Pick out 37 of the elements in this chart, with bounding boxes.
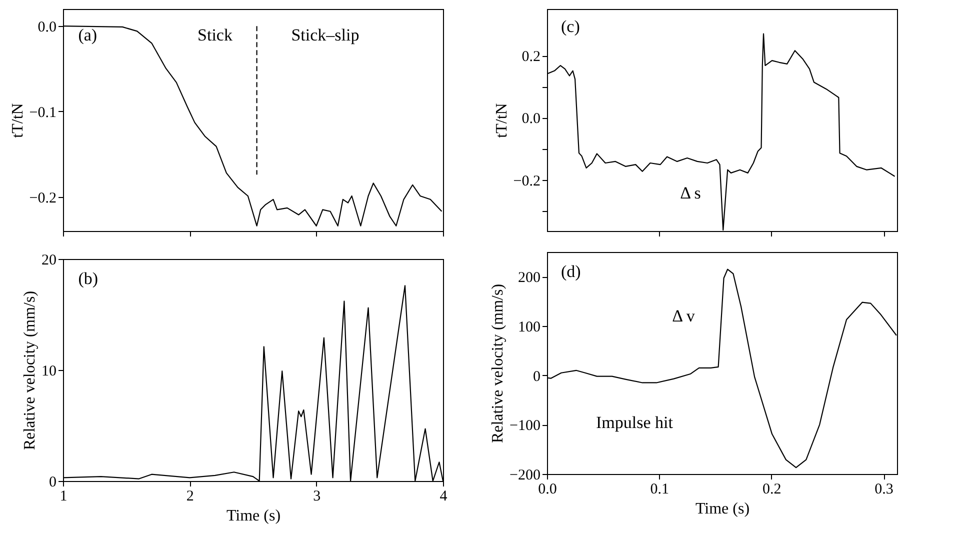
- y-tick-label: 0.0: [38, 20, 56, 36]
- x-tick-label: 4: [440, 488, 448, 504]
- annotation: (d): [561, 262, 581, 281]
- y-axis-title: Relative velocity (mm/s): [490, 284, 507, 444]
- annotation: Δ v: [672, 306, 696, 326]
- x-tick-label: 2: [186, 488, 194, 504]
- y-tick-label: 0.0: [522, 111, 540, 128]
- annotation: Stick–slip: [291, 26, 360, 45]
- annotation: Δ s: [680, 183, 701, 202]
- y-tick-label: −0.2: [513, 173, 540, 190]
- x-axis-title: Time (s): [695, 500, 750, 518]
- annotation: (b): [78, 268, 98, 288]
- y-tick-label: 0: [533, 368, 540, 385]
- x-tick-label: 0.0: [538, 482, 557, 498]
- annotation: Stick: [198, 26, 233, 45]
- y-tick-label: 20: [42, 252, 56, 268]
- y-axis-title: tT/tN: [9, 102, 26, 138]
- annotation: Impulse hit: [596, 412, 674, 432]
- y-axis-title: tT/tN: [493, 102, 510, 138]
- annotation: (a): [78, 26, 98, 45]
- x-tick-label: 0.3: [874, 482, 894, 498]
- y-tick-label: 100: [518, 320, 540, 336]
- x-tick-label: 3: [313, 488, 321, 504]
- y-tick-label: 0.2: [522, 49, 540, 66]
- x-tick-label: 0.1: [650, 482, 670, 498]
- x-tick-label: 1: [60, 488, 68, 504]
- y-tick-label: 200: [518, 270, 540, 286]
- y-tick-label: −200: [510, 468, 540, 484]
- y-tick-label: −0.2: [29, 190, 56, 206]
- y-axis-title: Relative velocity (mm/s): [22, 290, 38, 450]
- y-tick-label: 0: [49, 474, 56, 490]
- x-tick-label: 0.2: [762, 482, 782, 498]
- y-tick-label: −100: [510, 418, 540, 434]
- annotation: (c): [561, 16, 580, 36]
- x-axis-title: Time (s): [226, 508, 281, 524]
- y-tick-label: 10: [42, 364, 56, 380]
- y-tick-label: −0.1: [29, 104, 56, 121]
